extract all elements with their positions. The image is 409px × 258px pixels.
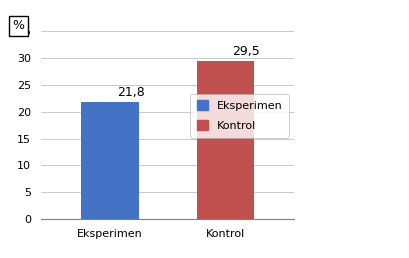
Text: 21,8: 21,8 [117, 86, 145, 99]
Legend: Eksperimen, Kontrol: Eksperimen, Kontrol [190, 94, 289, 138]
Bar [196, 61, 254, 219]
Text: %: % [12, 19, 25, 32]
Bar [81, 102, 139, 219]
Text: 29,5: 29,5 [232, 45, 260, 58]
